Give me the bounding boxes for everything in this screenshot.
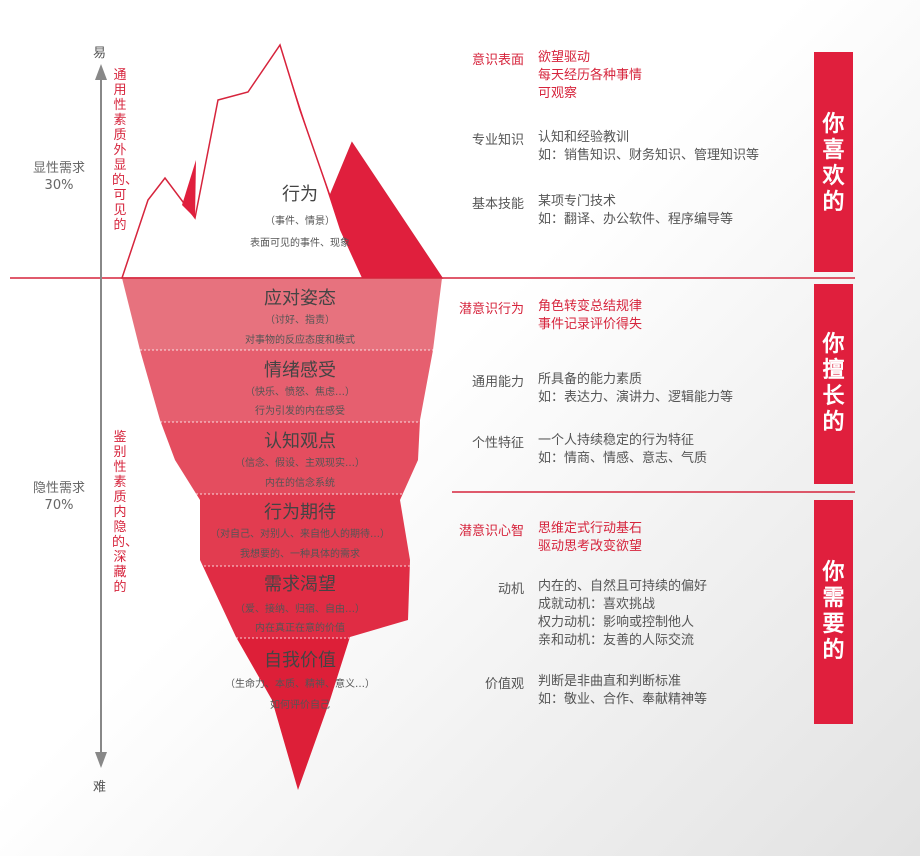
hidden-vertical-text: 鉴别性素质 内隐的、深藏的 xyxy=(112,430,139,595)
category-values: 价值观 xyxy=(484,677,524,692)
layer-desc-cognition: 内在的信念系统 xyxy=(265,478,335,489)
visible-demand-percent: 30% xyxy=(44,178,74,193)
layer-desc-coping: 对事物的反应态度和模式 xyxy=(245,335,355,346)
category-general-ability: 通用能力 xyxy=(471,375,524,390)
visible-demand-label: 显性需求 30% xyxy=(25,160,93,194)
subconscious-behavior-line-1: 角色转变总结规律 xyxy=(538,299,643,314)
bar-good-at-text: 你擅长的 xyxy=(822,332,845,435)
knowledge-line-1: 认知和经验教训 xyxy=(538,130,630,145)
layer-sub-cognition: （信念、假设、主观现实…） xyxy=(235,458,365,469)
bar-need-text: 你需要的 xyxy=(822,560,845,663)
layer-sub-self-worth: （生命力、本质、精神、意义…） xyxy=(225,679,375,690)
iceberg-tip-shade-left xyxy=(182,160,196,218)
subconscious-behavior-line-2: 事件记录评价得失 xyxy=(538,317,643,332)
layer-title-expectation: 行为期待 xyxy=(264,502,336,523)
bar-like xyxy=(814,52,853,272)
category-knowledge: 专业知识 xyxy=(471,133,524,148)
bar-need xyxy=(814,500,853,724)
layer-desc-emotion: 行为引发的内在感受 xyxy=(255,406,345,417)
general-ability-line-1: 所具备的能力素质 xyxy=(538,372,643,387)
layer-desc-self-worth: 如何评价自己 xyxy=(270,700,330,711)
band-1 xyxy=(122,278,442,350)
layer-title-self-worth: 自我价值 xyxy=(264,650,336,671)
layer-desc-longing: 内在真正在意的价值 xyxy=(255,623,345,634)
visible-vertical-text: 通用性素质 外显的、可见的 xyxy=(112,68,139,233)
motivation-line-1: 内在的、自然且可持续的偏好 xyxy=(538,579,708,594)
traits-line-1: 一个人持续稳定的行为特征 xyxy=(538,433,695,448)
hidden-demand-title: 隐性需求 xyxy=(32,481,85,496)
category-subconscious-mind: 潜意识心智 xyxy=(458,524,524,539)
iceberg-tip-shade xyxy=(280,45,442,278)
layer-desc-behavior: 表面可见的事件、现象 xyxy=(250,238,350,249)
layer-sub-longing: （爱、接纳、归宿、自由…） xyxy=(235,604,365,615)
category-motivation: 动机 xyxy=(497,582,524,597)
layer-sub-coping: （讨好、指责） xyxy=(265,315,335,326)
axis-top-label: 易 xyxy=(93,46,107,61)
layer-sub-expectation: （对自己、对别人、来自他人的期待…） xyxy=(210,529,390,540)
category-traits: 个性特征 xyxy=(471,436,524,451)
surface-line-3: 可观察 xyxy=(538,86,578,101)
skills-line-2: 如：翻译、办公软件、程序编导等 xyxy=(538,212,734,227)
layer-title-emotion: 情绪感受 xyxy=(264,360,336,381)
layer-title-longing: 需求渴望 xyxy=(264,574,336,595)
bar-like-text: 你喜欢的 xyxy=(822,112,845,215)
bar-good-at xyxy=(814,284,853,484)
surface-line-1: 欲望驱动 xyxy=(538,50,591,65)
layer-title-behavior: 行为 xyxy=(282,184,318,205)
values-line-2: 如：敬业、合作、奉献精神等 xyxy=(538,692,708,707)
category-subconscious-behavior: 潜意识行为 xyxy=(458,302,524,317)
motivation-line-4: 亲和动机：友善的人际交流 xyxy=(538,633,695,648)
band-2 xyxy=(122,350,442,422)
layer-sub-behavior: （事件、情景） xyxy=(265,216,335,227)
skills-line-1: 某项专门技术 xyxy=(538,194,617,209)
motivation-line-3: 权力动机：影响或控制他人 xyxy=(538,615,695,630)
surface-line-2: 每天经历各种事情 xyxy=(538,68,643,83)
values-line-1: 判断是非曲直和判断标准 xyxy=(538,674,682,689)
hidden-demand-percent: 70% xyxy=(44,498,74,513)
layer-title-coping: 应对姿态 xyxy=(264,288,336,309)
general-ability-line-2: 如：表达力、演讲力、逻辑能力等 xyxy=(538,390,734,405)
axis-arrow-down-icon xyxy=(95,752,107,768)
knowledge-line-2: 如：销售知识、财务知识、管理知识等 xyxy=(538,148,760,163)
hidden-demand-label: 隐性需求 70% xyxy=(25,480,93,514)
motivation-line-2: 成就动机：喜欢挑战 xyxy=(538,597,656,612)
subconscious-mind-line-1: 思维定式行动基石 xyxy=(538,521,643,536)
layer-desc-expectation: 我想要的、一种具体的需求 xyxy=(240,549,360,560)
layer-title-cognition: 认知观点 xyxy=(264,431,336,452)
axis-arrow-up-icon xyxy=(95,64,107,80)
traits-line-2: 如：情商、情感、意志、气质 xyxy=(538,451,708,466)
axis-bottom-label: 难 xyxy=(93,780,107,795)
layer-sub-emotion: （快乐、愤怒、焦虑…） xyxy=(245,387,355,398)
category-skills: 基本技能 xyxy=(471,197,524,212)
visible-demand-title: 显性需求 xyxy=(32,161,85,176)
subconscious-mind-line-2: 驱动思考改变欲望 xyxy=(538,539,643,554)
category-surface: 意识表面 xyxy=(471,53,524,68)
